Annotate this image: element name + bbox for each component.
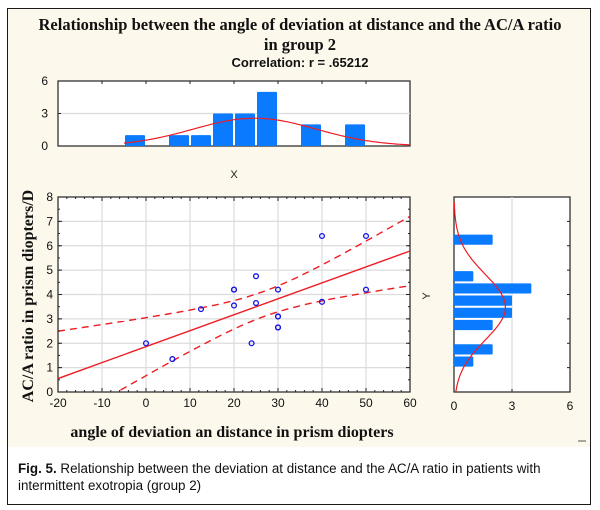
- x-histogram-label: X: [230, 169, 238, 181]
- y-tick-label: 5: [46, 263, 53, 277]
- x-histogram-y-tick-label: 3: [41, 107, 48, 121]
- y-histogram-bar: [454, 283, 532, 294]
- data-point: [318, 232, 326, 240]
- data-point: [274, 324, 282, 331]
- y-histogram-x-tick-label: 3: [509, 399, 516, 413]
- data-point: [197, 306, 205, 313]
- y-tick-label: 0: [46, 385, 53, 399]
- scatter-plot: -20 -10 0 10 20 30 40 50 60 0 1 2 3 4 5 6 7 8 angle of de…: [20, 190, 417, 441]
- x-tick-label: 60: [403, 396, 417, 410]
- data-point: [142, 340, 150, 347]
- y-tick-label: 1: [46, 361, 53, 375]
- y-histogram-bar: [454, 319, 493, 331]
- data-point: [230, 302, 238, 309]
- data-point: [362, 232, 370, 240]
- x-tick-label: -20: [49, 396, 67, 410]
- x-tick-label: 10: [183, 396, 197, 410]
- x-axis-label: angle of deviation an distance in prism …: [70, 424, 393, 441]
- figure-caption: Fig. 5. Relationship between the deviati…: [18, 460, 578, 494]
- y-histogram-bar: [454, 307, 512, 318]
- data-point: [274, 313, 282, 320]
- y-tick-label: 8: [46, 190, 53, 204]
- y-tick-label: 3: [46, 312, 53, 326]
- y-histogram-bar: [454, 344, 493, 355]
- x-histogram-bar: [235, 113, 255, 146]
- x-histogram-bar: [169, 135, 189, 146]
- x-tick-label: 20: [227, 396, 241, 410]
- x-tick-label: 0: [143, 396, 150, 410]
- y-tick-label: 4: [46, 288, 53, 302]
- y-histogram-bar: [454, 295, 512, 306]
- y-tick-label: 7: [46, 214, 53, 228]
- y-histogram-label: Y: [421, 292, 433, 300]
- y-axis-label: AC/A ratio in prism diopters/D: [20, 190, 37, 402]
- x-histogram-bar: [345, 124, 365, 146]
- x-tick-label: 50: [359, 396, 373, 410]
- x-histogram-bar: [191, 135, 211, 146]
- y-histogram: 0 3 6 Y: [421, 196, 574, 413]
- x-histogram-bar: [301, 124, 321, 146]
- regression-line: [58, 250, 410, 380]
- data-point: [274, 286, 282, 293]
- caption-text: Relationship between the deviation at di…: [18, 461, 541, 493]
- x-histogram-y-tick-label: 6: [41, 74, 48, 88]
- x-tick-label: 40: [315, 396, 329, 410]
- caption-label: Fig. 5.: [18, 461, 57, 476]
- data-point: [252, 299, 260, 307]
- y-histogram-bar: [454, 234, 493, 245]
- x-histogram: 0 3 6 X: [41, 74, 411, 181]
- data-point: [318, 298, 326, 305]
- y-histogram-bar: [454, 356, 474, 367]
- y-histogram-bar: [454, 271, 474, 282]
- data-point: [169, 356, 176, 363]
- x-tick-label: -10: [93, 396, 111, 410]
- chart-title-line1: Relationship between the angle of deviat…: [39, 15, 562, 34]
- data-point: [230, 286, 238, 293]
- chart-subtitle: Correlation: r = .65212: [232, 55, 369, 70]
- data-point: [252, 273, 260, 280]
- x-histogram-bar: [125, 135, 145, 146]
- data-point: [362, 286, 370, 293]
- data-point: [248, 340, 255, 347]
- y-tick-label: 6: [46, 239, 53, 253]
- chart-title-line2: in group 2: [264, 35, 336, 54]
- x-histogram-normal-curve: [123, 117, 411, 146]
- y-histogram-x-tick-label: 6: [567, 399, 574, 413]
- x-tick-label: 30: [271, 396, 285, 410]
- x-histogram-bar: [213, 113, 233, 146]
- x-histogram-y-tick-label: 0: [41, 139, 48, 153]
- y-histogram-x-tick-label: 0: [451, 399, 458, 413]
- y-tick-label: 2: [46, 336, 53, 350]
- y-histogram-normal-curve: [453, 201, 506, 393]
